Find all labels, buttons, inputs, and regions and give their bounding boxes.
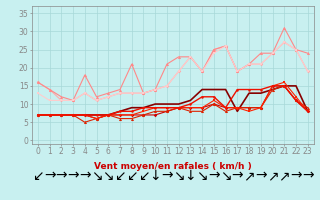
X-axis label: Vent moyen/en rafales ( km/h ): Vent moyen/en rafales ( km/h ) [94,162,252,171]
